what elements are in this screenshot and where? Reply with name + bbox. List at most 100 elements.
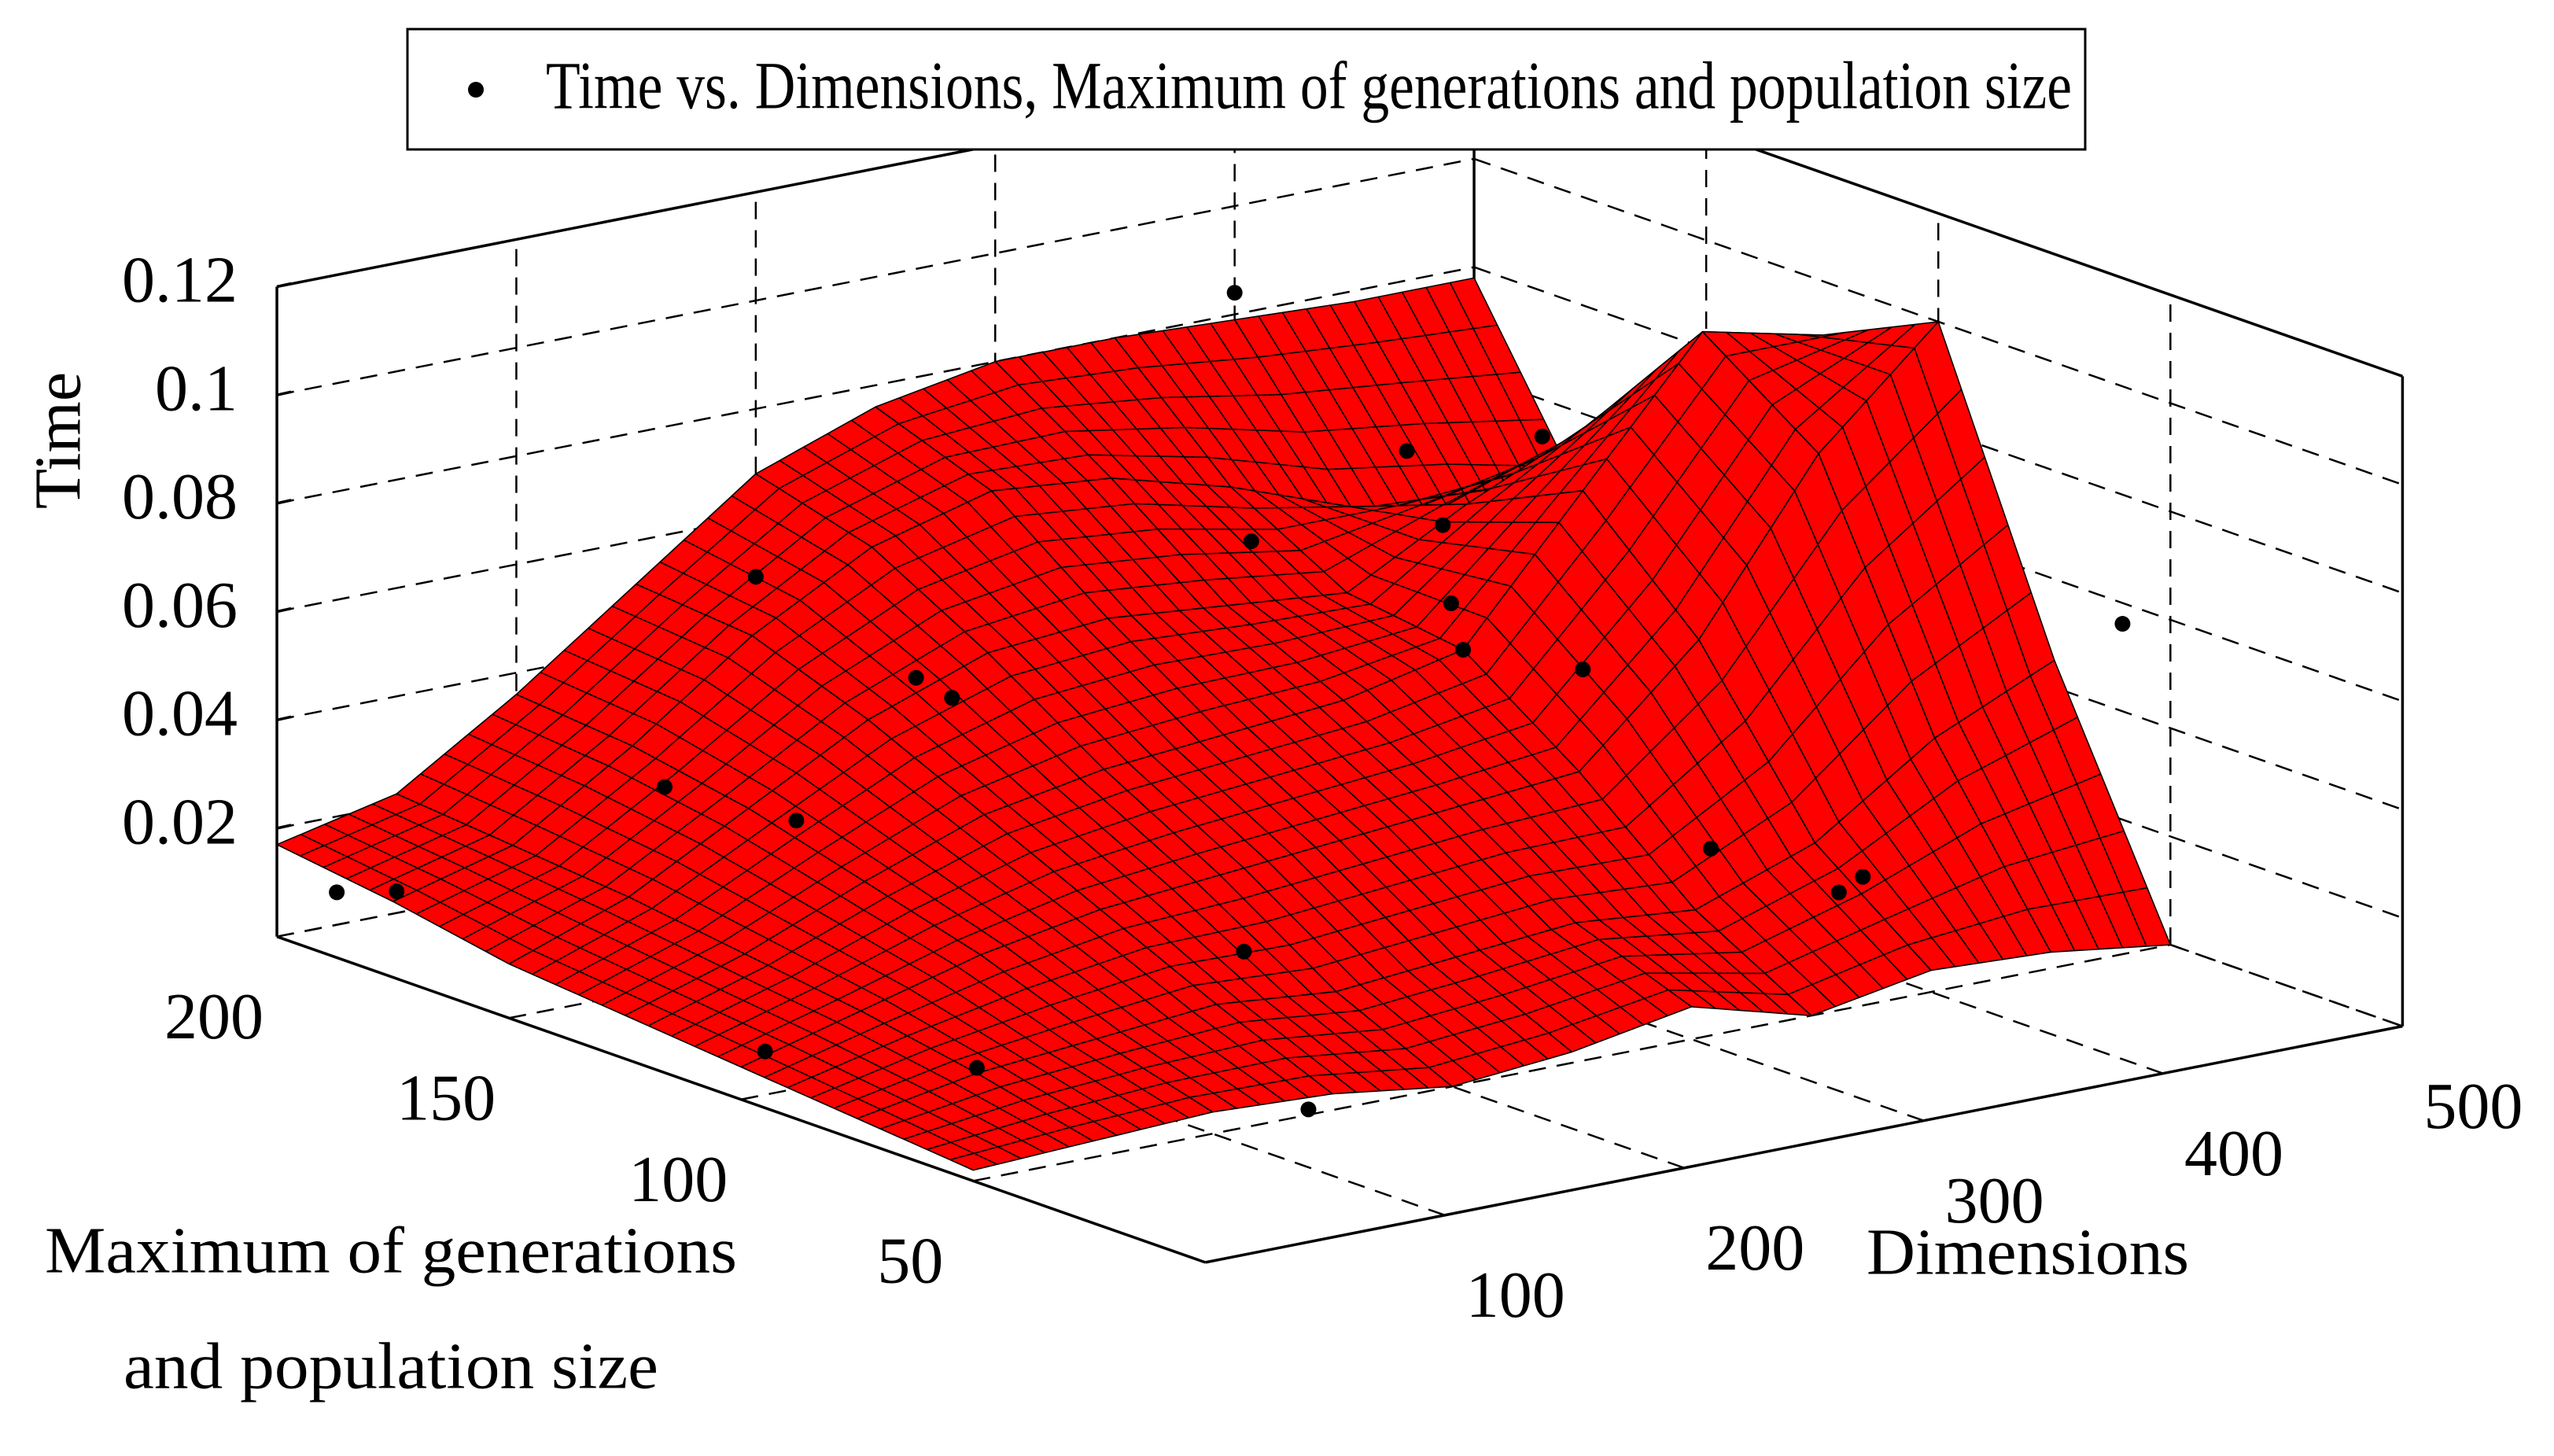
surface-cell	[871, 490, 1108, 654]
grid-line	[276, 157, 1475, 396]
surface-cell	[508, 896, 746, 1016]
data-point	[968, 1060, 985, 1076]
surface-cell	[1575, 909, 1812, 1016]
surface-cell	[864, 813, 1101, 956]
surface-cell	[635, 473, 873, 636]
x-tick-label: 500	[2423, 1070, 2523, 1143]
surface-cell	[1582, 330, 1819, 641]
data-point	[757, 1043, 773, 1060]
data-point	[788, 813, 805, 829]
surface-cell	[1462, 490, 1700, 772]
data-point	[747, 569, 764, 585]
data-point	[1243, 533, 1259, 550]
tick-mark	[276, 824, 292, 830]
y-axis-label: Maximum of generations	[45, 1214, 737, 1287]
surface-cell	[1215, 990, 1453, 1095]
data-point	[1435, 517, 1451, 533]
surface-cell	[1096, 1004, 1333, 1113]
tick-mark	[276, 282, 292, 289]
surface-cell	[512, 745, 750, 898]
tick-mark	[276, 606, 292, 614]
surface-cell	[1455, 922, 1693, 1053]
z-axis-label: Time	[21, 372, 94, 509]
surface-cell	[1103, 734, 1340, 876]
data-point	[1236, 943, 1252, 960]
data-point	[2114, 616, 2131, 632]
data-point	[1703, 840, 1719, 857]
x-tick-label: 200	[1705, 1211, 1804, 1285]
surface-cell	[628, 807, 865, 955]
data-point	[1830, 884, 1847, 901]
grid-line	[1473, 50, 2403, 378]
surface-cell	[1578, 639, 1816, 911]
surface-cell	[857, 1072, 1094, 1171]
surface-cell	[983, 769, 1221, 910]
tick-mark	[276, 390, 292, 396]
data-point	[656, 779, 673, 795]
surface-cell	[994, 337, 1232, 488]
tick-mark	[276, 499, 292, 505]
surface-cell	[392, 844, 630, 965]
legend: Time vs. Dimensions, Maximum of generati…	[406, 28, 2087, 151]
surface-cell	[1107, 605, 1344, 735]
surface-cell	[396, 694, 633, 846]
z-tick-label: 0.04	[122, 677, 238, 750]
legend-box	[406, 28, 2087, 151]
data-point	[1455, 641, 1472, 658]
surface-cell	[987, 617, 1225, 770]
surface-cell	[1114, 319, 1351, 507]
x-tick-label: 300	[1945, 1164, 2044, 1237]
x-tick-label: 100	[1466, 1259, 1565, 1332]
surface-cell	[1694, 842, 1932, 1016]
grid-line	[973, 943, 2171, 1182]
surface-cell	[624, 953, 862, 1068]
data-point	[1226, 285, 1243, 301]
legend-marker	[468, 82, 484, 98]
data-point	[908, 669, 924, 686]
surface-cell	[1818, 321, 2055, 739]
surface-cell	[1814, 737, 2051, 971]
surface-cell	[979, 909, 1218, 1040]
scatter-points	[329, 285, 2131, 1118]
surface-cell	[976, 1038, 1214, 1142]
grid-line	[276, 49, 1475, 288]
surface-cell	[1219, 839, 1457, 993]
surface-cell	[1346, 490, 1584, 651]
data-point	[389, 883, 405, 900]
surface-cell	[990, 477, 1229, 619]
data-point	[1575, 662, 1591, 678]
surface	[276, 277, 2172, 1171]
data-point	[1855, 868, 1871, 885]
data-point	[329, 884, 345, 901]
y-tick-label: 150	[396, 1062, 496, 1135]
z-tick-label: 0.06	[122, 569, 238, 642]
surface-cell	[1335, 957, 1573, 1087]
surface-cell	[1339, 805, 1576, 958]
surface-cell	[1230, 486, 1468, 594]
x-tick-label: 400	[2184, 1117, 2283, 1190]
data-point	[1443, 595, 1459, 612]
surface-cell	[744, 880, 982, 1012]
surface-cell	[1701, 321, 1939, 455]
z-tick-label: 0.12	[122, 244, 238, 317]
z-tick-label: 0.1	[155, 352, 238, 425]
surface-cell	[1343, 649, 1580, 807]
z-tick-label: 0.08	[122, 460, 238, 533]
tick-mark	[276, 715, 292, 721]
surface-cell	[632, 635, 869, 809]
surface-cell	[1100, 874, 1337, 1005]
surface-cell	[860, 954, 1097, 1074]
surface-cell	[276, 793, 514, 902]
surface-cell	[751, 546, 989, 721]
y-tick-label: 200	[164, 980, 264, 1053]
surface-cell	[1698, 452, 1936, 844]
y-tick-label: 50	[877, 1225, 943, 1298]
data-point	[1399, 443, 1415, 459]
grid-line	[276, 266, 1475, 505]
surface-cell	[755, 406, 993, 548]
surface-cell	[1111, 477, 1348, 606]
legend-label: Time vs. Dimensions, Maximum of generati…	[546, 48, 2072, 123]
data-point	[1534, 428, 1550, 444]
surface-cell	[1226, 592, 1464, 702]
